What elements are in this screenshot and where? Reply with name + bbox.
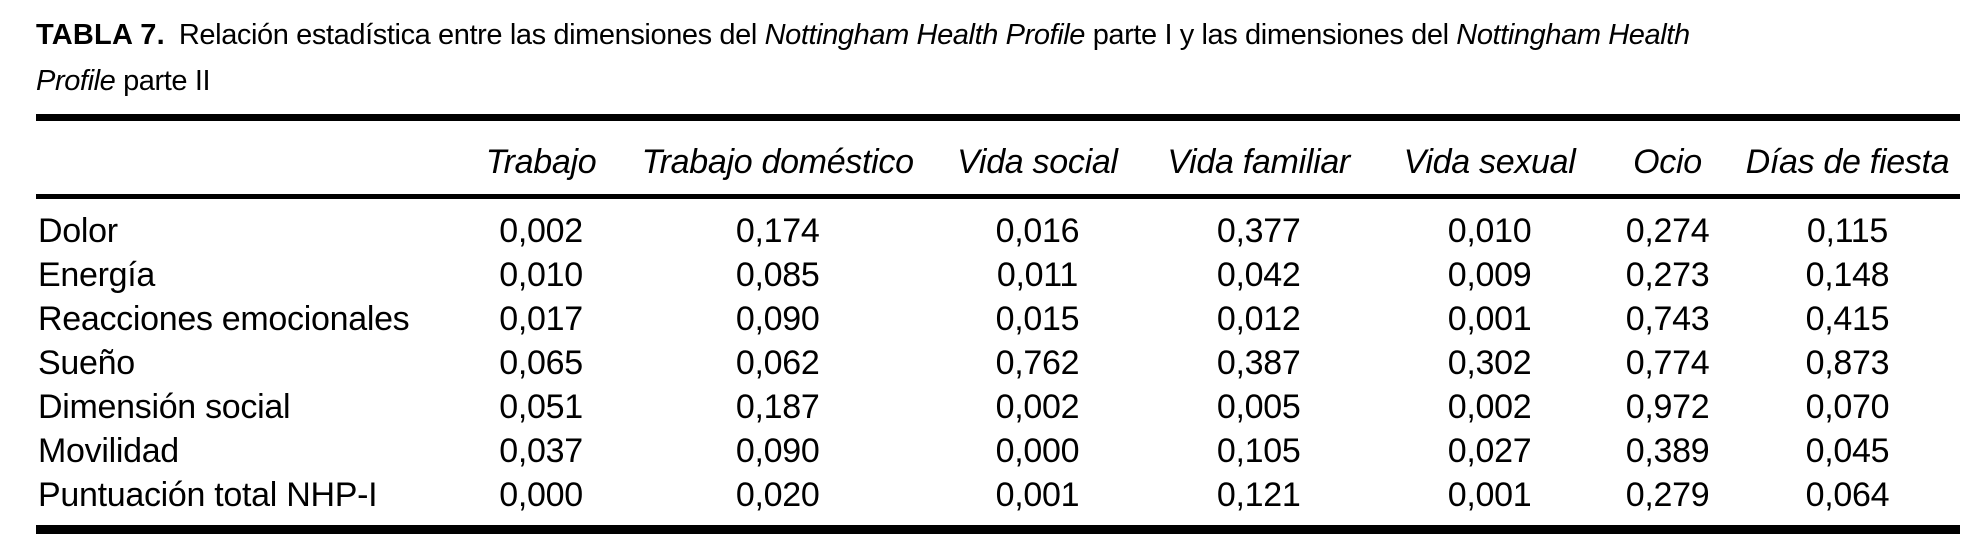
column-header-vida-sexual: Vida sexual (1378, 117, 1601, 199)
value-cell: 0,020 (735, 475, 820, 514)
value-cell: 0,415 (1805, 299, 1890, 338)
value-cell: 0,302 (1447, 343, 1532, 382)
table-row-puntuacion-total-nhp-i: Puntuación total NHP-I 0,000 0,020 0,001… (36, 473, 1960, 530)
value-cell: 0,115 (1806, 211, 1888, 250)
caption-text-1: Relación estadística entre las dimension… (178, 19, 765, 51)
table-caption: TABLA 7. Relación estadística entre las d… (0, 0, 1983, 104)
results-table: Trabajo Trabajo doméstico Vida social Vi… (36, 114, 1960, 534)
value-cell: 0,042 (1216, 255, 1301, 294)
value-cell: 0,762 (995, 343, 1080, 382)
value-cell: 0,273 (1625, 255, 1710, 294)
value-cell: 0,005 (1216, 387, 1301, 426)
value-cell: 0,090 (735, 431, 820, 470)
value-cell: 0,037 (499, 431, 583, 470)
value-cell: 0,016 (995, 211, 1080, 250)
caption-text-2: parte I y las dimensiones del (1085, 19, 1457, 51)
value-cell: 0,389 (1625, 431, 1710, 470)
value-cell: 0,045 (1805, 431, 1890, 470)
table-row-dolor: Dolor 0,002 0,174 0,016 0,377 0,010 0,27… (36, 197, 1960, 254)
table-row-sueno: Sueño 0,065 0,062 0,762 0,387 0,302 0,77… (36, 341, 1960, 385)
row-label: Dimensión social (38, 387, 291, 426)
value-cell: 0,085 (735, 255, 820, 294)
value-cell: 0,000 (499, 475, 583, 514)
value-cell: 0,972 (1625, 387, 1710, 426)
value-cell: 0,001 (1447, 475, 1532, 514)
value-cell: 0,065 (499, 343, 583, 382)
value-cell: 0,002 (995, 387, 1080, 426)
value-cell: 0,009 (1447, 255, 1532, 294)
value-cell: 0,001 (1447, 299, 1532, 338)
row-label: Sueño (38, 343, 135, 382)
value-cell: 0,377 (1216, 211, 1301, 250)
value-cell: 0,001 (995, 475, 1080, 514)
value-cell: 0,774 (1625, 343, 1710, 382)
value-cell: 0,000 (995, 431, 1080, 470)
table-row-dimension-social: Dimensión social 0,051 0,187 0,002 0,005… (36, 385, 1960, 429)
value-cell: 0,010 (1447, 211, 1532, 250)
value-cell: 0,002 (499, 211, 583, 250)
value-cell: 0,279 (1625, 475, 1710, 514)
value-cell: 0,064 (1805, 475, 1890, 514)
column-header-ocio: Ocio (1600, 117, 1735, 199)
value-cell: 0,002 (1447, 387, 1532, 426)
caption-italic-2b: Profile (36, 65, 116, 97)
value-cell: 0,017 (499, 299, 583, 338)
column-header-dias-de-fiesta: Días de fiesta (1734, 117, 1960, 199)
value-cell: 0,062 (735, 343, 820, 382)
value-cell: 0,090 (735, 299, 820, 338)
column-header-trabajo-domestico: Trabajo doméstico (618, 117, 937, 199)
column-header-trabajo: Trabajo (463, 117, 619, 199)
value-cell: 0,027 (1447, 431, 1532, 470)
header-row: Trabajo Trabajo doméstico Vida social Vi… (36, 117, 1960, 199)
row-label: Dolor (38, 211, 118, 250)
value-cell: 0,873 (1805, 343, 1890, 382)
value-cell: 0,187 (735, 387, 820, 426)
value-cell: 0,174 (735, 211, 820, 250)
caption-italic-2a: Nottingham Health (1456, 19, 1690, 51)
value-cell: 0,274 (1625, 211, 1710, 250)
value-cell: 0,121 (1216, 475, 1301, 514)
row-label: Puntuación total NHP-I (38, 475, 378, 514)
column-header-vida-familiar: Vida familiar (1138, 117, 1379, 199)
caption-italic-1: Nottingham Health Profile (764, 19, 1086, 51)
table-body: Dolor 0,002 0,174 0,016 0,377 0,010 0,27… (36, 197, 1960, 530)
table-row-movilidad: Movilidad 0,037 0,090 0,000 0,105 0,027 … (36, 429, 1960, 473)
table-number-label: TABLA 7. (36, 19, 165, 51)
table-header: Trabajo Trabajo doméstico Vida social Vi… (36, 117, 1960, 199)
column-header-vida-social: Vida social (936, 117, 1139, 199)
value-cell: 0,148 (1805, 255, 1890, 294)
value-cell: 0,051 (499, 387, 583, 426)
value-cell: 0,010 (499, 255, 583, 294)
caption-text-3: parte II (115, 65, 211, 97)
value-cell: 0,070 (1805, 387, 1890, 426)
value-cell: 0,387 (1216, 343, 1301, 382)
value-cell: 0,743 (1625, 299, 1710, 338)
row-label: Reacciones emocionales (38, 299, 410, 338)
table-row-reacciones-emocionales: Reacciones emocionales 0,017 0,090 0,015… (36, 297, 1960, 341)
corner-cell (36, 117, 464, 199)
row-label: Energía (38, 255, 155, 294)
table-row-energia: Energía 0,010 0,085 0,011 0,042 0,009 0,… (36, 253, 1960, 297)
value-cell: 0,011 (996, 255, 1078, 294)
value-cell: 0,015 (995, 299, 1080, 338)
row-label: Movilidad (38, 431, 179, 470)
table-container: Trabajo Trabajo doméstico Vida social Vi… (36, 114, 1960, 534)
value-cell: 0,105 (1216, 431, 1301, 470)
value-cell: 0,012 (1216, 299, 1301, 338)
